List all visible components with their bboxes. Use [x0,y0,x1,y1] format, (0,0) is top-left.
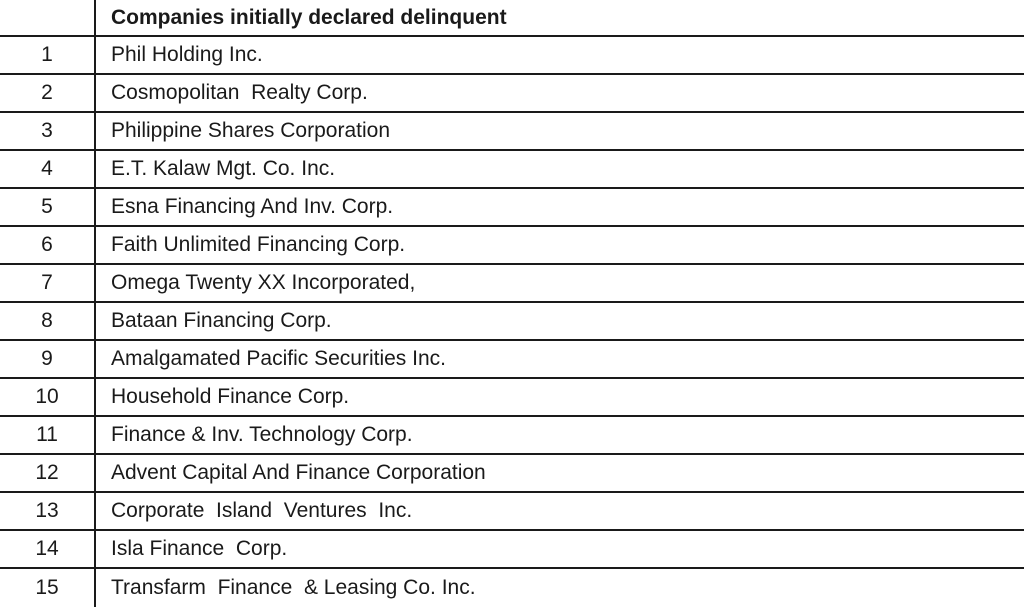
table-row: 14 Isla Finance Corp. [0,531,1024,569]
row-number: 2 [0,75,96,111]
table-row: 6 Faith Unlimited Financing Corp. [0,227,1024,265]
table-header-row: Companies initially declared delinquent [0,0,1024,37]
company-name: Isla Finance Corp. [111,537,288,560]
table-row: 5 Esna Financing And Inv. Corp. [0,189,1024,227]
company-name: Finance & Inv. Technology Corp. [111,423,413,446]
row-number: 9 [0,341,96,377]
row-number: 3 [0,113,96,149]
table-row: 8 Bataan Financing Corp. [0,303,1024,341]
table-row: 4 E.T. Kalaw Mgt. Co. Inc. [0,151,1024,189]
company-name: Cosmopolitan Realty Corp. [111,81,368,104]
company-name: Omega Twenty XX Incorporated, [111,271,416,294]
company-name: Phil Holding Inc. [111,43,263,66]
header-number-cell [0,0,96,35]
company-name: Bataan Financing Corp. [111,309,332,332]
row-number: 13 [0,493,96,529]
row-number: 4 [0,151,96,187]
company-name: Household Finance Corp. [111,385,350,408]
row-number: 11 [0,417,96,453]
company-name: E.T. Kalaw Mgt. Co. Inc. [111,157,336,180]
company-name: Transfarm Finance & Leasing Co. Inc. [111,576,476,599]
company-name: Corporate Island Ventures Inc. [111,499,413,522]
row-number: 7 [0,265,96,301]
table-row: 1 Phil Holding Inc. [0,37,1024,75]
row-number: 14 [0,531,96,567]
row-number: 10 [0,379,96,415]
table-row: 10 Household Finance Corp. [0,379,1024,417]
table-row: 3 Philippine Shares Corporation [0,113,1024,151]
row-number: 6 [0,227,96,263]
table-row: 9 Amalgamated Pacific Securities Inc. [0,341,1024,379]
row-number: 1 [0,37,96,73]
company-name: Faith Unlimited Financing Corp. [111,233,406,256]
table-row: 12 Advent Capital And Finance Corporatio… [0,455,1024,493]
company-name: Esna Financing And Inv. Corp. [111,195,394,218]
row-number: 12 [0,455,96,491]
table-row: 15 Transfarm Finance & Leasing Co. Inc. [0,569,1024,607]
table-row: 2 Cosmopolitan Realty Corp. [0,75,1024,113]
row-number: 15 [0,569,96,607]
table-row: 7 Omega Twenty XX Incorporated, [0,265,1024,303]
table-row: 11 Finance & Inv. Technology Corp. [0,417,1024,455]
row-number: 8 [0,303,96,339]
table-row: 13 Corporate Island Ventures Inc. [0,493,1024,531]
row-number: 5 [0,189,96,225]
table-header-title: Companies initially declared delinquent [111,5,507,29]
company-name: Advent Capital And Finance Corporation [111,461,486,484]
company-name: Philippine Shares Corporation [111,119,390,142]
company-name: Amalgamated Pacific Securities Inc. [111,347,446,370]
